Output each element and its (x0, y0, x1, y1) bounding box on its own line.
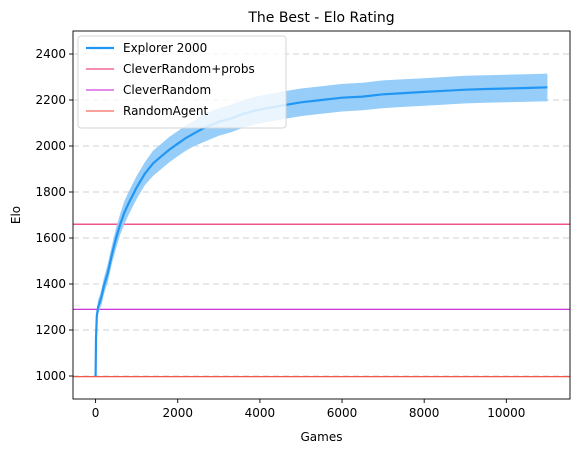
chart-title: The Best - Elo Rating (247, 10, 394, 26)
x-axis-title: Games (301, 430, 343, 444)
legend-label: CleverRandom+probs (123, 62, 255, 76)
y-tick-label: 1600 (35, 231, 66, 245)
x-tick-label: 0 (92, 406, 100, 420)
plot-frame (72, 30, 571, 400)
legend-box (77, 35, 287, 129)
y-tick-label: 1400 (35, 277, 66, 291)
legend-label: CleverRandom (123, 83, 211, 97)
legend-label: Explorer 2000 (123, 41, 207, 55)
x-tick-label: 2000 (162, 406, 193, 420)
y-axis-title: Elo (9, 206, 23, 224)
x-tick-label: 6000 (327, 406, 358, 420)
x-tick-label: 4000 (245, 406, 276, 420)
x-tick-label: 10000 (487, 406, 525, 420)
y-tick-label: 1000 (35, 369, 66, 383)
y-tick-label: 1800 (35, 185, 66, 199)
tick-layer: 1000 1200 1400 1600 1800 2000 2200 2400 0 2000 400… (35, 47, 525, 420)
legend-label: RandomAgent (123, 104, 208, 118)
legend: Explorer 2000 CleverRandom+probs CleverRan… (77, 35, 287, 129)
y-tick-label: 2400 (35, 47, 66, 61)
y-tick-label: 2000 (35, 139, 66, 153)
x-tick-label: 8000 (409, 406, 440, 420)
y-tick-label: 1200 (35, 323, 66, 337)
data-layer (73, 73, 570, 378)
series-line-explorer-2000 (94, 86, 548, 377)
y-tick-label: 2200 (35, 93, 66, 107)
